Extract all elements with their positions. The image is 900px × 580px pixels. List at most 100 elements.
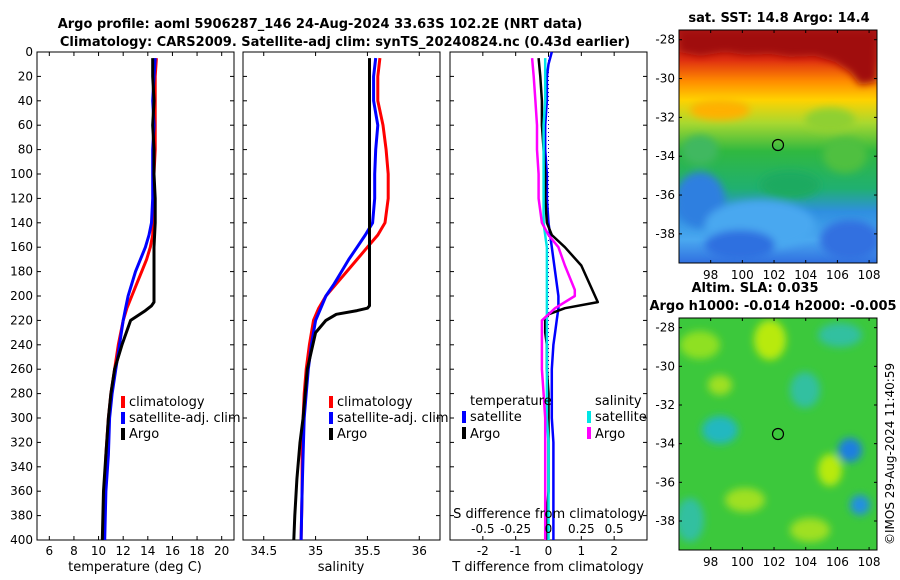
difference-legend: temperature satellite Argo salinity sate… bbox=[462, 394, 647, 442]
map-x-tick-label: 100 bbox=[731, 268, 754, 282]
s-diff-tick-label: 0.25 bbox=[568, 522, 595, 536]
sla-map-frame bbox=[678, 317, 878, 551]
y-tick-label: 400 bbox=[10, 533, 33, 547]
sst-map-frame bbox=[678, 29, 878, 264]
title-line-2: Climatology: CARS2009. Satellite-adj cli… bbox=[60, 35, 630, 50]
legend-swatch-t-argo bbox=[462, 427, 466, 439]
map-x-tick-label: 106 bbox=[826, 268, 849, 282]
y-tick-label: 80 bbox=[18, 143, 33, 157]
x-tick-label: 14 bbox=[140, 544, 155, 558]
y-tick-label: 280 bbox=[10, 387, 33, 401]
map-x-tick-label: 104 bbox=[794, 268, 817, 282]
map-x-tick-label: 98 bbox=[703, 555, 718, 569]
x-tick-label: 8 bbox=[70, 544, 78, 558]
map-y-tick-label: -34 bbox=[655, 437, 675, 451]
legend-label-s-satellite: satellite bbox=[595, 410, 647, 425]
temperature-plot-frame bbox=[36, 51, 235, 541]
legend-swatch-s-argo bbox=[587, 427, 591, 439]
map-y-tick-label: -38 bbox=[655, 227, 675, 241]
map-x-tick-label: 106 bbox=[826, 555, 849, 569]
map-x-tick-label: 102 bbox=[763, 555, 786, 569]
salinity-legend: climatology satellite-adj. clim Argo bbox=[329, 395, 449, 442]
map-x-tick-label: 98 bbox=[703, 268, 718, 282]
legend-title-temperature: temperature bbox=[470, 394, 552, 409]
legend-label-t-satellite: satellite bbox=[470, 410, 522, 425]
sla-argo-marker bbox=[771, 427, 785, 441]
x-tick-label: 20 bbox=[214, 544, 229, 558]
y-tick-label: 100 bbox=[10, 167, 33, 181]
x-tick-label: -2 bbox=[477, 544, 489, 558]
sla-map-title-1: Altim. SLA: 0.035 bbox=[692, 281, 819, 296]
map-y-tick-label: -32 bbox=[655, 398, 675, 412]
x-tick-label: 6 bbox=[45, 544, 53, 558]
map-y-tick-label: -34 bbox=[655, 149, 675, 163]
legend-swatch-argo bbox=[329, 428, 333, 440]
x-tick-label: 16 bbox=[165, 544, 180, 558]
temperature-xlabel: temperature (deg C) bbox=[68, 560, 202, 575]
y-tick-label: 360 bbox=[10, 484, 33, 498]
y-tick-label: 40 bbox=[18, 94, 33, 108]
series-line-s-satellite bbox=[542, 58, 550, 540]
series-line-argo bbox=[292, 58, 371, 541]
temperature-legend: climatology satellite-adj. clim Argo bbox=[121, 395, 241, 442]
y-tick-label: 300 bbox=[10, 411, 33, 425]
s-diff-tick-label: -0.25 bbox=[500, 522, 531, 536]
x-tick-label: 35 bbox=[308, 544, 323, 558]
y-tick-label: 220 bbox=[10, 313, 33, 327]
sst-texture bbox=[679, 30, 877, 260]
x-tick-label: 35.5 bbox=[354, 544, 381, 558]
legend-label-satellite: satellite-adj. clim bbox=[129, 411, 241, 426]
y-tick-label: 20 bbox=[18, 69, 33, 83]
x-tick-label: 18 bbox=[189, 544, 204, 558]
legend-label-climatology: climatology bbox=[129, 395, 205, 410]
map-y-tick-label: -28 bbox=[655, 33, 675, 47]
s-diff-tick-label: 0 bbox=[545, 522, 553, 536]
x-tick-label: 34.5 bbox=[250, 544, 277, 558]
map-y-tick-label: -30 bbox=[655, 359, 675, 373]
legend-label-t-argo: Argo bbox=[470, 427, 500, 442]
sla-map-title-2: Argo h1000: -0.014 h2000: -0.005 bbox=[649, 299, 896, 314]
sst-map-axes: 98 100 102 104 106 108 -28 -30 -32 -34 -36 -38 bbox=[655, 30, 881, 282]
y-tick-label: 340 bbox=[10, 460, 33, 474]
sla-map bbox=[679, 318, 877, 550]
s-diff-tick-label: -0.5 bbox=[471, 522, 494, 536]
s-diff-tick-label: 0.5 bbox=[605, 522, 624, 536]
legend-title-salinity: salinity bbox=[595, 394, 642, 409]
sst-map-title: sat. SST: 14.8 Argo: 14.4 bbox=[688, 11, 869, 26]
series-line-s-argo bbox=[530, 57, 577, 540]
legend-label-argo: Argo bbox=[337, 427, 367, 442]
y-tick-label: 320 bbox=[10, 435, 33, 449]
map-x-tick-label: 104 bbox=[794, 555, 817, 569]
salinity-difference-label: S difference from climatology bbox=[453, 507, 645, 522]
legend-label-s-argo: Argo bbox=[595, 427, 625, 442]
y-tick-label: 160 bbox=[10, 240, 33, 254]
legend-swatch-satellite bbox=[121, 412, 125, 424]
map-x-tick-label: 102 bbox=[763, 268, 786, 282]
x-tick-label: 2 bbox=[610, 544, 618, 558]
y-tick-label: 180 bbox=[10, 265, 33, 279]
map-y-tick-label: -38 bbox=[655, 514, 675, 528]
map-x-tick-label: 108 bbox=[858, 555, 881, 569]
difference-plot: -2 -1 0 1 2 -0.5 -0.25 0 0.25 0.5 bbox=[450, 51, 647, 558]
map-y-tick-label: -36 bbox=[655, 475, 675, 489]
temperature-plot: 6 8 10 12 14 16 18 2002040608010012014016018020… bbox=[10, 45, 234, 558]
salinity-plot-frame bbox=[242, 51, 441, 541]
legend-label-climatology: climatology bbox=[337, 395, 413, 410]
series-line-argo bbox=[100, 58, 157, 541]
x-tick-label: 36 bbox=[412, 544, 427, 558]
imos-timestamp: ©IMOS 29-Aug-2024 11:40:59 bbox=[883, 363, 897, 545]
legend-swatch-argo bbox=[121, 428, 125, 440]
y-tick-label: 120 bbox=[10, 191, 33, 205]
map-y-tick-label: -28 bbox=[655, 321, 675, 335]
y-tick-label: 260 bbox=[10, 362, 33, 376]
sla-map-axes: 98 100 102 104 106 108 -28 -30 -32 -34 -36 -38 bbox=[655, 318, 881, 569]
map-y-tick-label: -30 bbox=[655, 72, 675, 86]
x-tick-label: 12 bbox=[116, 544, 131, 558]
title-line-1: Argo profile: aoml 5906287_146 24-Aug-20… bbox=[58, 17, 583, 32]
legend-label-argo: Argo bbox=[129, 427, 159, 442]
x-tick-label: 1 bbox=[578, 544, 586, 558]
legend-swatch-t-satellite bbox=[462, 411, 466, 423]
legend-swatch-s-satellite bbox=[587, 411, 591, 423]
